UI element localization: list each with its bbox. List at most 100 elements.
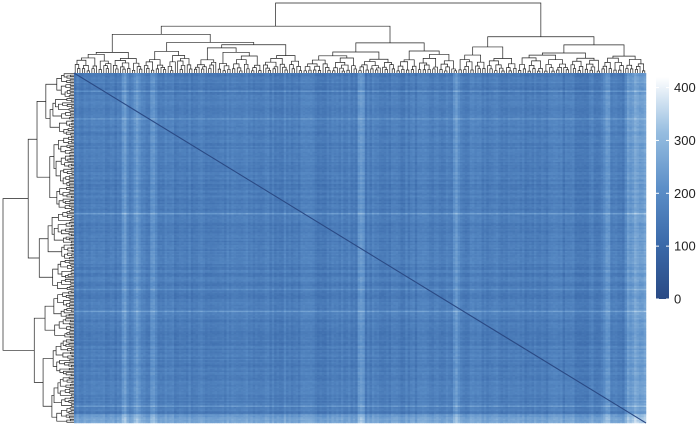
- dendrogram-link: [314, 70, 316, 73]
- dendrogram-link: [70, 84, 74, 85]
- dendrogram-link: [406, 70, 408, 73]
- dendrogram-link: [66, 340, 74, 342]
- heatmap-cell: [88, 73, 91, 75]
- dendrogram-link: [69, 124, 74, 126]
- dendrogram-link: [59, 201, 65, 207]
- dendrogram-link: [45, 306, 55, 330]
- dendrogram-link: [78, 69, 80, 73]
- dendrogram-link: [57, 413, 67, 421]
- dendrogram-link: [360, 67, 364, 73]
- dendrogram-link: [309, 70, 311, 73]
- dendrogram-link: [71, 397, 74, 398]
- dendrogram-link: [71, 291, 74, 292]
- dendrogram-link: [404, 60, 414, 66]
- dendrogram-link: [488, 37, 594, 47]
- dendrogram-link: [123, 69, 125, 73]
- row-dendrogram: [3, 74, 74, 423]
- dendrogram-link: [50, 110, 59, 128]
- dendrogram-link: [67, 171, 74, 173]
- dendrogram-link: [602, 69, 604, 73]
- dendrogram-link: [70, 303, 74, 304]
- dendrogram-link: [69, 368, 74, 369]
- dendrogram-link: [65, 398, 71, 401]
- dendrogram-link: [465, 55, 481, 62]
- dendrogram-link: [71, 365, 74, 366]
- dendrogram-link: [132, 70, 134, 73]
- dendrogram-link: [55, 325, 65, 335]
- dendrogram-link: [57, 282, 67, 288]
- dendrogram-link: [72, 268, 74, 269]
- dendrogram-link: [69, 176, 74, 177]
- dendrogram-link: [70, 326, 74, 327]
- dendrogram-link: [71, 150, 74, 151]
- dendrogram-link: [120, 67, 124, 73]
- dendrogram-link: [375, 70, 377, 73]
- dendrogram-link: [532, 61, 541, 69]
- dendrogram-link: [69, 165, 74, 167]
- dendrogram-link: [585, 69, 587, 73]
- dendrogram-link: [71, 274, 74, 275]
- dendrogram-link: [87, 71, 89, 73]
- dendrogram-link: [168, 66, 172, 73]
- dendrogram-link: [70, 201, 74, 202]
- dendrogram-link: [65, 334, 70, 337]
- dendrogram-link: [397, 71, 399, 73]
- dendrogram-link: [356, 43, 424, 52]
- dendrogram-link: [72, 355, 74, 356]
- dendrogram-link: [190, 69, 192, 73]
- dendrogram-link: [70, 155, 74, 156]
- dendrogram-link: [342, 65, 349, 70]
- dendrogram-link: [247, 69, 249, 73]
- dendrogram-link: [210, 65, 214, 73]
- dendrogram-link: [478, 69, 480, 73]
- dendrogram-link: [68, 128, 74, 130]
- dendrogram-link: [203, 67, 207, 73]
- dendrogram-link: [538, 71, 540, 73]
- dendrogram-link: [402, 69, 404, 73]
- dendrogram-link: [106, 69, 108, 73]
- dendrogram-link: [156, 69, 158, 73]
- dendrogram-link: [72, 123, 74, 124]
- dendrogram-link: [62, 280, 71, 284]
- dendrogram-link: [473, 47, 503, 59]
- dendrogram-link: [69, 392, 74, 393]
- dendrogram-link: [219, 64, 226, 70]
- dendrogram-link: [276, 3, 541, 37]
- dendrogram-link: [299, 71, 301, 73]
- dendrogram-link: [440, 70, 442, 73]
- dendrogram-link: [240, 71, 242, 73]
- dendrogram-link: [63, 193, 69, 196]
- dendrogram-link: [69, 262, 74, 263]
- dendrogram-link: [69, 314, 74, 315]
- dendrogram-link: [66, 415, 74, 417]
- dendrogram-link: [64, 138, 69, 142]
- dendrogram-link: [157, 65, 162, 69]
- dendrogram-link: [67, 333, 74, 335]
- dendrogram-link: [71, 348, 74, 349]
- dendrogram-link: [71, 136, 74, 137]
- dendrogram-link: [218, 69, 220, 73]
- dendrogram-link: [71, 310, 74, 311]
- dendrogram-link: [626, 69, 628, 73]
- dendrogram-link: [65, 389, 69, 392]
- dendrogram-link: [71, 271, 74, 272]
- dendrogram-link: [69, 239, 74, 240]
- dendrogram-link: [70, 419, 74, 420]
- dendrogram-link: [340, 58, 353, 66]
- dendrogram-link: [122, 63, 129, 68]
- dendrogram-link: [418, 70, 420, 73]
- dendrogram-link: [70, 389, 74, 390]
- dendrogram-link: [71, 115, 74, 116]
- dendrogram-link: [71, 339, 74, 340]
- dendrogram-link: [69, 332, 74, 333]
- dendrogram-link: [420, 63, 427, 70]
- heatmap-cell: [81, 73, 84, 75]
- dendrogram-link: [560, 64, 566, 67]
- dendrogram-link: [63, 320, 70, 324]
- dendrogram-link: [69, 416, 74, 417]
- dendrogram-link: [70, 152, 74, 153]
- dendrogram-link: [67, 195, 74, 197]
- dendrogram-link: [84, 65, 89, 71]
- dendrogram-link: [69, 96, 74, 97]
- dendrogram-link: [65, 279, 74, 281]
